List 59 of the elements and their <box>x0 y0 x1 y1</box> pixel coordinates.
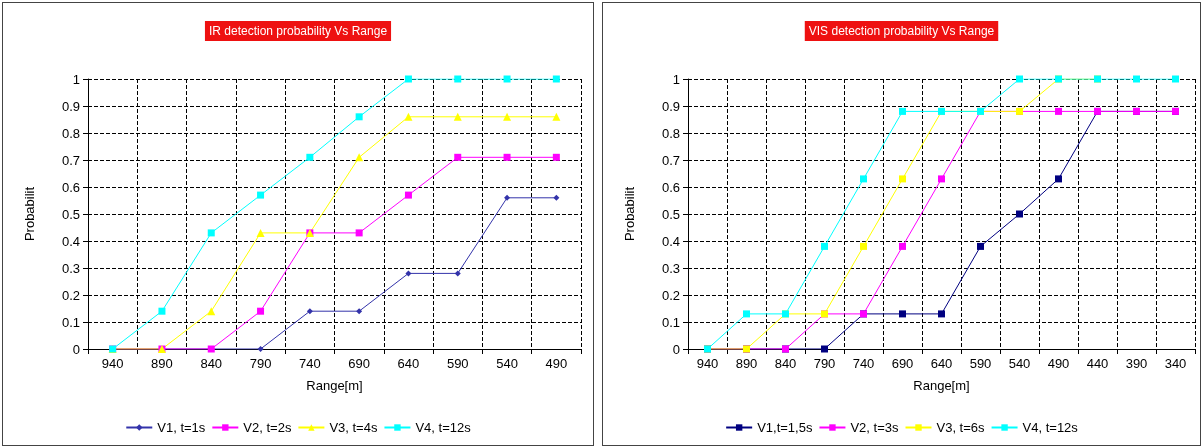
y-tick-label: 0.8 <box>61 125 80 141</box>
x-tick-label: 840 <box>774 356 797 371</box>
y-tick-label: 0.4 <box>61 233 80 249</box>
x-tick-label: 440 <box>1086 356 1109 371</box>
y-tick-label: 0.4 <box>661 233 680 249</box>
x-tick-label: 690 <box>348 356 370 371</box>
y-tick-label: 0.8 <box>661 125 680 141</box>
x-tick-label: 590 <box>969 356 992 371</box>
y-tick-label: 0.7 <box>61 152 80 168</box>
y-tick-label: 0 <box>672 341 680 357</box>
x-tick-label: 790 <box>813 356 836 371</box>
y-tick-label: 0.5 <box>661 206 680 222</box>
x-tick-label: 740 <box>299 356 321 371</box>
x-tick-label: 740 <box>852 356 875 371</box>
x-tick-label: 490 <box>1047 356 1070 371</box>
x-axis-title: Range[m] <box>913 378 970 393</box>
x-tick-label: 790 <box>249 356 272 371</box>
legend-label: V2, t=2s <box>243 420 292 435</box>
legend-label: V3, t=4s <box>329 420 378 435</box>
y-tick-label: 1 <box>672 71 680 87</box>
x-tick-label: 690 <box>891 356 914 371</box>
x-tick-label: 640 <box>930 356 953 371</box>
y-tick-label: 0.6 <box>61 179 80 195</box>
y-tick-label: 0.6 <box>661 179 680 195</box>
legend-label: V2, t=3s <box>850 420 899 435</box>
y-axis-title: Probabilit <box>22 186 37 242</box>
x-tick-label: 940 <box>696 356 719 371</box>
legend-label: V4, t=12s <box>1022 420 1079 435</box>
x-tick-label: 890 <box>151 356 173 371</box>
x-tick-label: 540 <box>496 356 518 371</box>
y-tick-label: 0.1 <box>661 314 680 330</box>
x-tick-label: 590 <box>446 356 469 371</box>
y-tick-label: 0.7 <box>661 152 680 168</box>
x-tick-label: 490 <box>545 356 568 371</box>
legend-label: V1, t=1s <box>157 420 206 435</box>
legend-label: V4, t=12s <box>415 420 472 435</box>
x-tick-label: 840 <box>200 356 223 371</box>
x-tick-label: 890 <box>735 356 758 371</box>
chart-title: IR detection probability Vs Range <box>208 24 388 38</box>
x-tick-label: 640 <box>397 356 420 371</box>
x-tick-label: 390 <box>1125 356 1148 371</box>
y-tick-label: 0.2 <box>661 287 680 303</box>
y-tick-label: 0.1 <box>61 314 80 330</box>
x-axis-title: Range[m] <box>306 378 363 393</box>
y-tick-label: 0.5 <box>61 206 80 222</box>
y-tick-label: 0.9 <box>661 98 680 114</box>
legend-label: V3, t=6s <box>936 420 986 435</box>
y-tick-label: 0.2 <box>61 287 80 303</box>
y-tick-label: 0 <box>72 341 80 357</box>
y-tick-label: 1 <box>72 71 80 87</box>
x-tick-label: 540 <box>1008 356 1031 371</box>
chart-title: VIS detection probability Vs Range <box>808 24 995 38</box>
y-tick-label: 0.9 <box>61 98 80 114</box>
y-tick-label: 0.3 <box>661 260 680 276</box>
x-tick-label: 940 <box>101 356 124 371</box>
legend-label: V1,t=1,5s <box>757 420 813 435</box>
y-tick-label: 0.3 <box>61 260 80 276</box>
x-tick-label: 340 <box>1164 356 1187 371</box>
y-axis-title: Probabilit <box>622 186 637 242</box>
